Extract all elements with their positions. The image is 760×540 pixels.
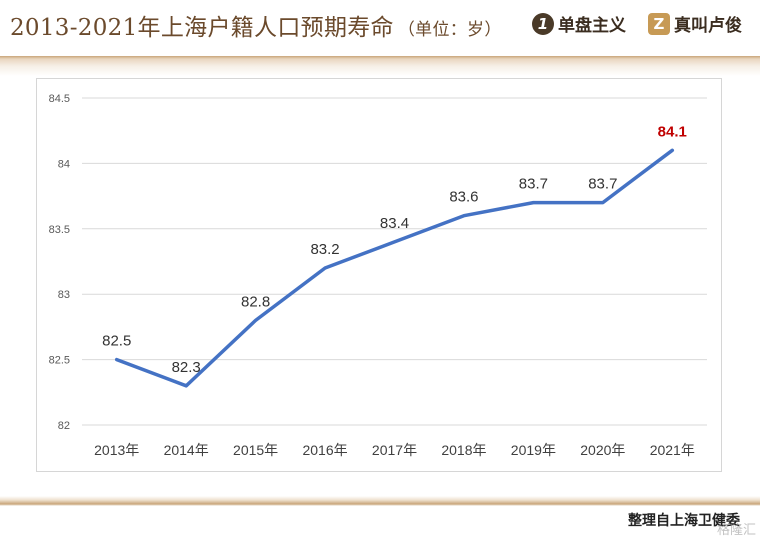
header: 2013-2021年上海户籍人口预期寿命 （单位：岁） 1 单盘主义 Z 真叫卢俊 — [0, 0, 760, 56]
data-label: 82.8 — [241, 293, 270, 310]
y-tick-label: 84 — [58, 158, 70, 170]
title-text: 2013-2021年上海户籍人口预期寿命 — [10, 15, 394, 41]
x-tick-label: 2018年 — [441, 442, 486, 458]
data-labels: 82.5 82.3 82.8 83.2 83.4 83.6 83.7 83.7 84.1 — [102, 123, 687, 375]
source-note: 整理自上海卫健委 — [628, 513, 740, 529]
series-line — [114, 148, 675, 388]
data-label-highlight: 84.1 — [658, 123, 687, 140]
header-divider — [0, 56, 760, 76]
y-tick-label: 83.5 — [49, 224, 70, 236]
data-label: 83.7 — [588, 176, 617, 193]
brand-2-badge-icon: Z — [648, 12, 670, 35]
x-tick-label: 2016年 — [302, 442, 347, 458]
x-tick-label: 2020年 — [580, 442, 625, 458]
x-tick-label: 2017年 — [372, 442, 417, 458]
watermark: 格隆汇 — [716, 523, 756, 538]
x-tick-label: 2014年 — [164, 442, 209, 458]
x-tick-label: 2015年 — [233, 442, 278, 458]
footer-divider — [0, 496, 760, 506]
title-unit: （单位：岁） — [397, 20, 502, 40]
brand-logo-danpan: 1 单盘主义 — [532, 11, 626, 36]
data-label: 83.7 — [519, 176, 548, 193]
brand-logo-zhenjiao: Z 真叫卢俊 — [648, 11, 742, 36]
data-label: 83.2 — [310, 241, 339, 258]
page-title: 2013-2021年上海户籍人口预期寿命 （单位：岁） — [10, 8, 502, 42]
x-tick-label: 2021年 — [650, 442, 695, 458]
y-tick-label: 82 — [58, 420, 70, 432]
brand-2-text: 真叫卢俊 — [674, 16, 742, 36]
y-tick-label: 82.5 — [49, 355, 70, 367]
data-label: 83.4 — [380, 215, 409, 232]
y-axis-ticks: 84.5 84 83.5 83 82.5 82 — [49, 93, 70, 432]
y-tick-label: 84.5 — [49, 93, 70, 105]
y-tick-label: 83 — [58, 289, 70, 301]
brand-1-badge-icon: 1 — [532, 12, 554, 35]
brand-1-text: 单盘主义 — [558, 16, 626, 36]
gridlines — [82, 97, 707, 426]
data-label: 82.5 — [102, 333, 131, 350]
chart-frame: 84.5 84 83.5 83 82.5 82 2013年 2014年 2015年 2016年 2… — [36, 78, 722, 472]
x-axis-ticks: 2013年 2014年 2015年 2016年 2017年 2018年 2019年 2020年… — [94, 442, 695, 458]
data-label: 83.6 — [449, 189, 478, 206]
x-tick-label: 2013年 — [94, 442, 139, 458]
data-label: 82.3 — [172, 359, 201, 376]
x-tick-label: 2019年 — [511, 442, 556, 458]
